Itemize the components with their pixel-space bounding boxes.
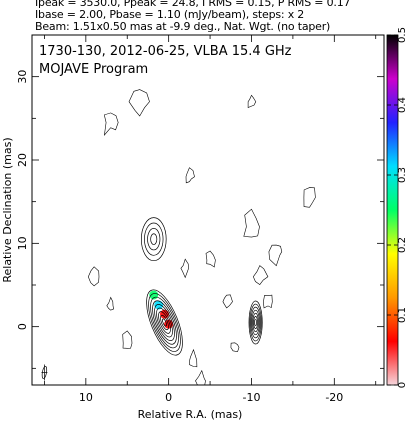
restoring-beam — [41, 365, 48, 380]
polarization-patch — [149, 290, 159, 300]
colorbar-tick-label: 0.2 — [397, 237, 408, 253]
x-tick-label: 10 — [79, 391, 93, 404]
axis-ticks: 10 0 -10 -20 0 10 20 30 — [16, 34, 384, 404]
y-tick-label: 10 — [16, 236, 29, 250]
inner-jet-contour — [150, 233, 158, 245]
noise-contour — [303, 187, 316, 208]
colorbar-tick-label: 0.5 — [397, 27, 408, 43]
header-line-base: Ibase = 2.00, Pbase = 1.10 (mJy/beam), s… — [35, 8, 305, 21]
x-tick-label: 0 — [165, 391, 172, 404]
colorbar — [386, 34, 399, 386]
y-tick-label: 30 — [16, 70, 29, 84]
colorbar-tick-label: 0.3 — [397, 167, 408, 183]
noise-contour — [180, 258, 189, 279]
core-contour — [148, 293, 181, 352]
noise-contour — [268, 244, 283, 267]
noise-contour — [222, 294, 233, 309]
core-contour — [154, 304, 175, 341]
noise-contour — [122, 330, 133, 349]
outer-jet-contour — [249, 303, 262, 342]
outer-jet-contour — [254, 319, 257, 326]
plot-background — [32, 35, 384, 385]
inner-jet-contour — [144, 222, 164, 256]
outer-jet-contour — [250, 306, 261, 339]
plot-frame — [31, 34, 385, 386]
noise-contour — [263, 294, 273, 309]
colorbar-tick-label: 0 — [397, 382, 408, 388]
noise-contour — [103, 112, 119, 136]
core-contour — [162, 318, 167, 327]
noise-contour — [205, 250, 216, 268]
core-contour — [156, 307, 173, 338]
core-contour — [160, 314, 169, 331]
noise-contour — [185, 167, 195, 184]
noise-contour — [247, 94, 257, 108]
chart-subtitle: MOJAVE Program — [39, 62, 148, 77]
outer-jet-contour — [253, 315, 258, 330]
contour-layer — [41, 217, 263, 381]
noise-contour — [128, 89, 150, 117]
x-tick-label: -20 — [325, 391, 343, 404]
outer-jet-contour — [252, 312, 259, 333]
core-contour — [150, 296, 179, 349]
core-contour — [152, 300, 177, 345]
outer-jet-contour — [251, 309, 260, 336]
y-tick-label: 20 — [16, 153, 29, 167]
header-line-beam: Beam: 1.51x0.50 mas at -9.9 deg., Nat. W… — [35, 20, 331, 33]
x-axis-label: Relative R.A. (mas) — [138, 408, 243, 421]
noise-contour — [106, 296, 115, 311]
core-contour — [158, 311, 171, 334]
noise-contour — [243, 208, 260, 238]
noise-contour — [230, 342, 240, 352]
y-axis-label: Relative Declination (mas) — [1, 137, 14, 282]
noise-contour — [195, 369, 206, 385]
polarization-patch — [154, 300, 164, 310]
y-tick-label: 0 — [16, 323, 29, 330]
noise-contour-layer — [87, 89, 316, 385]
inner-jet-contour — [147, 228, 161, 251]
inner-jet-contour — [140, 217, 167, 262]
core-contour — [146, 289, 183, 356]
outer-jet-contour — [248, 300, 263, 345]
noise-contour — [87, 266, 100, 287]
chart-title: 1730-130, 2012-06-25, VLBA 15.4 GHz — [39, 44, 292, 59]
noise-contour — [189, 348, 198, 368]
colorbar-tick-label: 0.1 — [397, 307, 408, 323]
x-tick-label: -10 — [242, 391, 260, 404]
colorbar-tick-label: 0.4 — [397, 97, 408, 113]
colorbar-ticks: 0 0.1 0.2 0.3 0.4 0.5 — [387, 27, 408, 388]
header-line-peak: Ipeak = 3530.0, Ppeak = 24.8, I RMS = 0.… — [35, 0, 351, 9]
noise-contour — [252, 265, 269, 286]
